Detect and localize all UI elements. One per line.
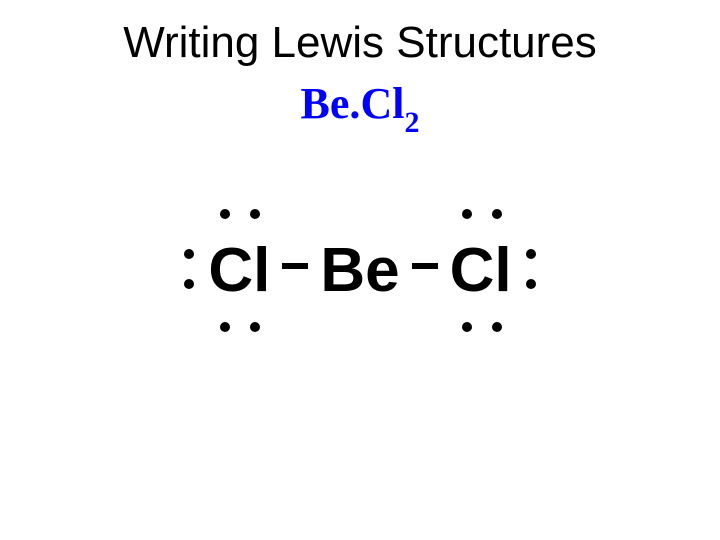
formula-subscript: 2 — [404, 106, 419, 139]
electron-dot — [184, 279, 194, 289]
electron-dot — [526, 249, 536, 259]
atom-cl-right: Cl — [444, 235, 518, 306]
electron-dot — [220, 209, 230, 219]
formula-part2: Cl — [360, 79, 404, 128]
electron-dot — [462, 209, 472, 219]
electron-dot — [462, 322, 472, 332]
atom-label: Cl — [450, 236, 512, 305]
lewis-molecule: Cl Be Cl — [202, 235, 517, 306]
electron-dot — [220, 322, 230, 332]
electron-dot — [184, 249, 194, 259]
page-title: Writing Lewis Structures — [0, 18, 720, 68]
electron-dot — [492, 209, 502, 219]
electron-dot — [250, 322, 260, 332]
atom-be-center: Be — [314, 235, 405, 306]
formula-part1: Be. — [301, 79, 361, 128]
chemical-formula: Be.Cl2 — [0, 78, 720, 136]
single-bond — [412, 263, 438, 269]
electron-dot — [526, 279, 536, 289]
electron-dot — [250, 209, 260, 219]
lewis-structure-diagram: Cl Be Cl — [0, 170, 720, 370]
atom-cl-left: Cl — [202, 235, 276, 306]
atom-label: Be — [320, 236, 399, 305]
single-bond — [282, 263, 308, 269]
electron-dot — [492, 322, 502, 332]
atom-label: Cl — [208, 236, 270, 305]
